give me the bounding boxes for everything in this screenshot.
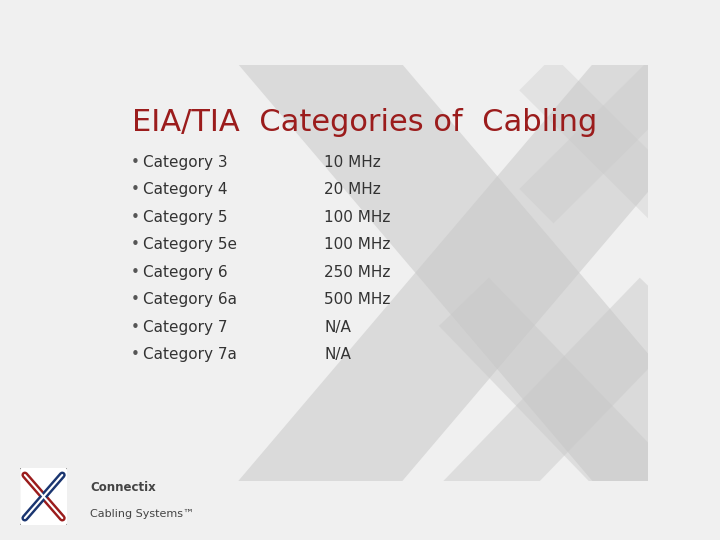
Text: Category 5: Category 5 <box>143 210 228 225</box>
Text: •: • <box>131 265 140 280</box>
Text: N/A: N/A <box>324 320 351 335</box>
Text: Category 7a: Category 7a <box>143 347 237 362</box>
Text: Category 7: Category 7 <box>143 320 228 335</box>
Text: 100 MHz: 100 MHz <box>324 210 391 225</box>
Text: Category 5e: Category 5e <box>143 238 237 252</box>
Text: •: • <box>131 320 140 335</box>
Text: •: • <box>131 347 140 362</box>
Text: •: • <box>131 155 140 170</box>
Text: Category 6a: Category 6a <box>143 292 237 307</box>
Text: 250 MHz: 250 MHz <box>324 265 391 280</box>
Text: •: • <box>131 292 140 307</box>
Text: Category 6: Category 6 <box>143 265 228 280</box>
Text: EIA/TIA  Categories of  Cabling: EIA/TIA Categories of Cabling <box>132 109 597 138</box>
Text: •: • <box>131 183 140 198</box>
Text: Cabling Systems™: Cabling Systems™ <box>90 509 194 519</box>
FancyBboxPatch shape <box>19 467 68 526</box>
Text: 100 MHz: 100 MHz <box>324 238 391 252</box>
Text: Category 3: Category 3 <box>143 155 228 170</box>
Text: 500 MHz: 500 MHz <box>324 292 391 307</box>
Text: Connectix: Connectix <box>90 481 156 494</box>
Text: •: • <box>131 210 140 225</box>
Text: Category 4: Category 4 <box>143 183 228 198</box>
Text: 10 MHz: 10 MHz <box>324 155 381 170</box>
Text: 20 MHz: 20 MHz <box>324 183 381 198</box>
Text: •: • <box>131 238 140 252</box>
Text: N/A: N/A <box>324 347 351 362</box>
